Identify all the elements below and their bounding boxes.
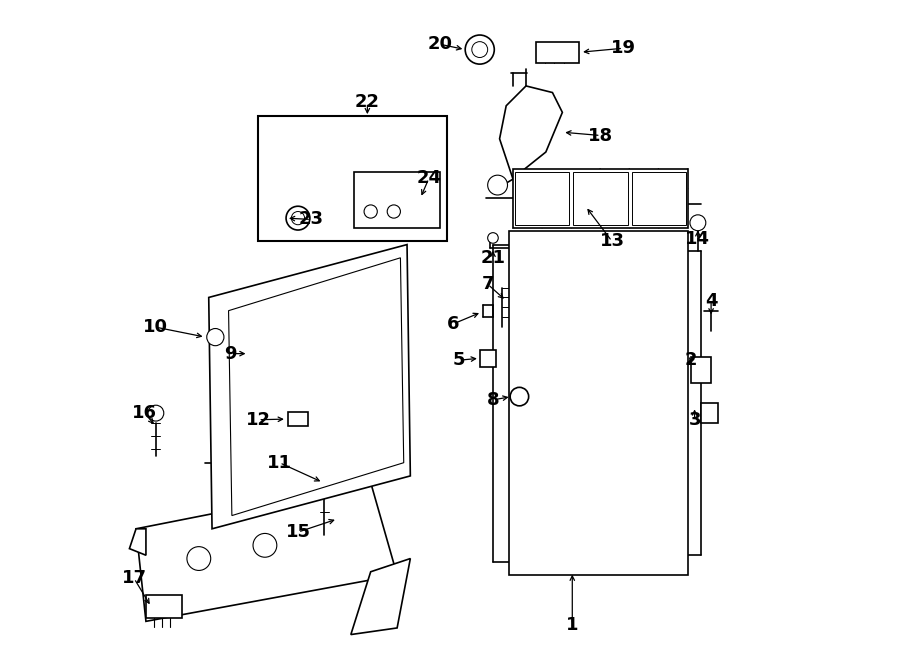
Bar xyxy=(355,172,440,228)
Text: 16: 16 xyxy=(132,404,157,422)
Circle shape xyxy=(465,35,494,64)
Bar xyxy=(701,403,717,423)
Text: 13: 13 xyxy=(599,232,625,251)
Text: 24: 24 xyxy=(417,169,441,188)
Text: 19: 19 xyxy=(611,39,635,58)
Bar xyxy=(258,116,446,241)
Circle shape xyxy=(253,533,277,557)
Text: 6: 6 xyxy=(447,315,460,333)
Polygon shape xyxy=(130,529,146,555)
Text: 17: 17 xyxy=(122,569,147,588)
Polygon shape xyxy=(209,245,410,529)
Circle shape xyxy=(488,175,508,195)
Text: 11: 11 xyxy=(267,453,292,472)
Polygon shape xyxy=(351,559,410,635)
Text: 22: 22 xyxy=(355,93,380,112)
Text: 7: 7 xyxy=(482,275,494,293)
Text: 5: 5 xyxy=(453,351,464,369)
Bar xyxy=(509,231,688,575)
Text: 14: 14 xyxy=(686,230,710,249)
Text: 3: 3 xyxy=(688,410,701,429)
Bar xyxy=(536,42,579,63)
Bar xyxy=(288,412,308,426)
Text: 8: 8 xyxy=(487,391,500,409)
Bar xyxy=(691,357,711,383)
Text: 20: 20 xyxy=(428,35,453,54)
Circle shape xyxy=(510,387,528,406)
Circle shape xyxy=(292,212,304,225)
Text: 21: 21 xyxy=(481,249,506,267)
Text: 10: 10 xyxy=(143,318,168,336)
Circle shape xyxy=(286,206,310,230)
Circle shape xyxy=(207,329,224,346)
Bar xyxy=(573,172,627,225)
Bar xyxy=(513,169,688,228)
Polygon shape xyxy=(500,86,562,178)
Bar xyxy=(515,172,569,225)
Circle shape xyxy=(690,215,706,231)
Circle shape xyxy=(488,233,499,243)
Circle shape xyxy=(364,205,377,218)
Text: 1: 1 xyxy=(566,615,579,634)
Text: 4: 4 xyxy=(705,292,717,310)
Text: 23: 23 xyxy=(299,210,324,229)
Circle shape xyxy=(472,42,488,58)
Bar xyxy=(146,595,183,618)
Polygon shape xyxy=(136,483,397,621)
Circle shape xyxy=(148,405,164,421)
Bar xyxy=(632,172,686,225)
Text: 2: 2 xyxy=(685,351,698,369)
Bar xyxy=(480,350,496,367)
Circle shape xyxy=(387,205,400,218)
Text: 15: 15 xyxy=(285,523,310,541)
Text: 9: 9 xyxy=(224,344,237,363)
Text: 12: 12 xyxy=(246,410,271,429)
Text: 18: 18 xyxy=(588,126,613,145)
Circle shape xyxy=(187,547,211,570)
